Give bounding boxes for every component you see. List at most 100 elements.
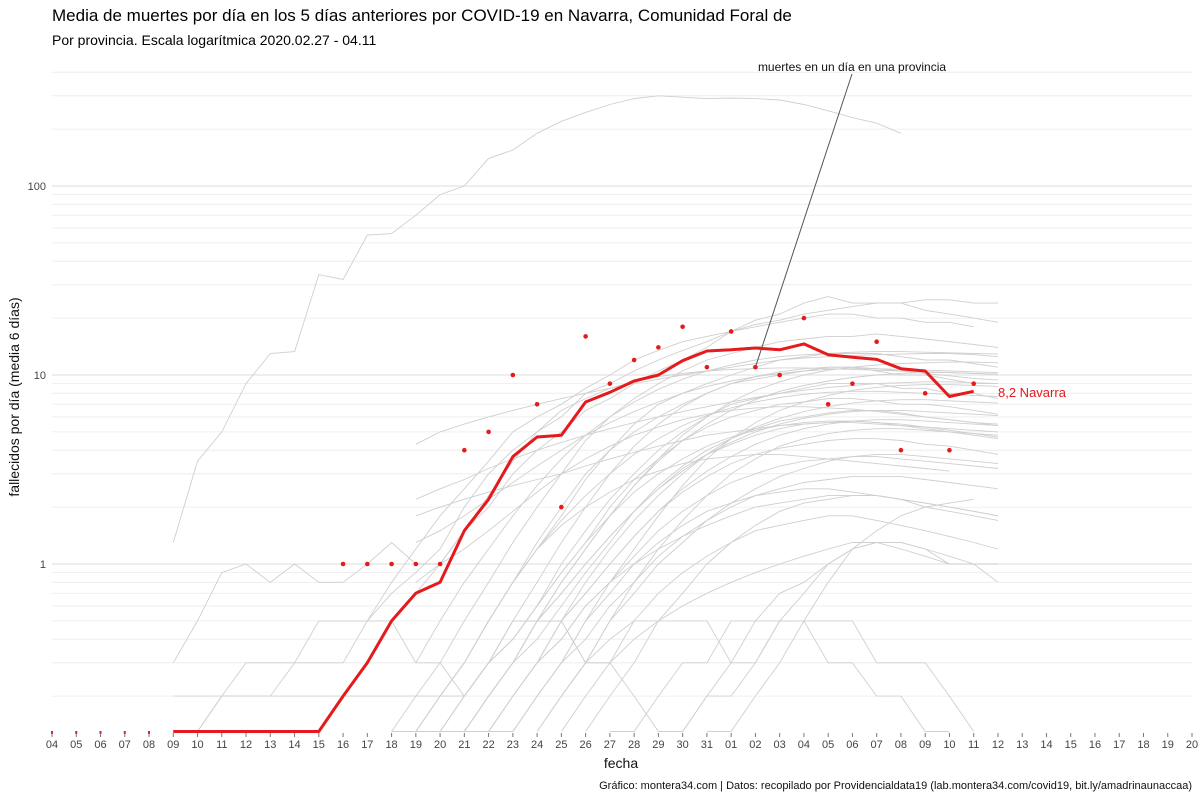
series-line (706, 498, 974, 732)
series-line (512, 488, 999, 732)
daily-points (340, 315, 977, 567)
x-tick-label: 18 (385, 739, 397, 751)
x-tick-label: 06 (94, 739, 106, 751)
x-tick-label: 18 (1137, 739, 1149, 751)
x-tick-label: 30 (677, 739, 689, 751)
x-tick-label: 09 (919, 739, 931, 751)
series-line (415, 351, 999, 664)
series-line (512, 419, 999, 697)
x-tick-label: 15 (313, 739, 325, 751)
x-tick-label: 01 (725, 739, 737, 751)
daily-point (365, 561, 370, 567)
x-tick-label: 19 (1162, 739, 1174, 751)
highlight-series (51, 342, 975, 734)
x-tick-label: 13 (1016, 739, 1028, 751)
daily-point (389, 561, 394, 567)
daily-point (777, 372, 782, 378)
x-tick-label: 12 (240, 739, 252, 751)
series-line (561, 453, 999, 697)
series-line (391, 542, 999, 732)
x-tick-label: 29 (652, 739, 664, 751)
daily-point (656, 345, 661, 350)
x-tick-label: 20 (434, 739, 446, 751)
series-line (172, 95, 902, 543)
series-line (173, 313, 974, 732)
daily-point (874, 339, 879, 345)
x-tick-label: 31 (701, 739, 713, 751)
x-tick-label: 17 (1113, 739, 1125, 751)
series-line (415, 383, 999, 732)
x-tick-label: 02 (749, 739, 761, 751)
series-line (463, 409, 999, 732)
x-tick-label: 15 (1065, 739, 1077, 751)
background-series (172, 95, 999, 732)
x-tick-label: 07 (871, 739, 883, 751)
annotation-line (754, 73, 853, 368)
series-line (536, 515, 999, 732)
series-line (172, 296, 999, 664)
x-axis-ticks: 04 05 06 07 08 09 10 11 12 13 14 15 16 17 18 19 20 21 22 23… (46, 733, 1198, 751)
x-tick-label: 09 (167, 739, 179, 751)
y-tick-label: 10 (34, 370, 46, 382)
series-line (536, 428, 999, 732)
annotation-text: muertes en un día en una provincia (758, 60, 946, 74)
daily-point (340, 561, 346, 567)
daily-point (510, 372, 516, 378)
x-tick-label: 26 (579, 739, 591, 751)
series-line (561, 542, 998, 732)
x-tick-label: 14 (288, 739, 300, 751)
x-tick-label: 10 (943, 739, 955, 751)
x-tick-label: 12 (992, 739, 1004, 751)
series-line (488, 456, 999, 732)
x-tick-label: 21 (458, 739, 470, 751)
x-tick-label: 05 (70, 739, 82, 751)
daily-point (922, 391, 928, 396)
daily-point (437, 561, 443, 567)
daily-point (534, 401, 540, 407)
series-line (391, 353, 999, 732)
series-line (342, 367, 999, 697)
x-tick-label: 23 (507, 739, 519, 751)
daily-point (728, 329, 734, 334)
series-line (440, 409, 999, 732)
daily-point (413, 561, 419, 567)
x-tick-label: 08 (895, 739, 907, 751)
x-tick-label: 13 (264, 739, 276, 751)
daily-point (971, 381, 977, 386)
daily-point (825, 401, 831, 407)
chart-subtitle: Por provincia. Escala logarítmica 2020.0… (52, 32, 376, 48)
chart-title: Media de muertes por día en los 5 días a… (52, 6, 792, 25)
x-tick-label: 04 (46, 739, 58, 751)
x-tick-label: 17 (361, 739, 373, 751)
highlight-series-line (173, 342, 975, 733)
daily-point (947, 447, 952, 453)
series-line (488, 372, 999, 697)
daily-point (898, 447, 904, 453)
x-tick-label: 20 (1186, 739, 1198, 751)
x-tick-label: 22 (482, 739, 494, 751)
series-line (391, 333, 999, 732)
daily-point (486, 429, 491, 435)
annotation: muertes en un día en una provincia (754, 60, 946, 368)
x-tick-label: 24 (531, 739, 543, 751)
caption: Gráfico: montera34.com | Datos: recopila… (599, 780, 1192, 792)
series-line (609, 542, 974, 732)
x-tick-label: 14 (1040, 739, 1052, 751)
series-line (658, 620, 975, 732)
y-tick-label: 100 (28, 181, 46, 193)
daily-point (583, 334, 588, 339)
highlight-series-label: 8,2 Navarra (998, 385, 1067, 400)
series-line (439, 390, 999, 697)
series-line (439, 366, 999, 732)
daily-point (607, 381, 613, 386)
x-tick-label: 19 (410, 739, 422, 751)
y-axis-label: fallecidos por día (media 6 días) (6, 297, 22, 496)
x-tick-label: 25 (555, 739, 567, 751)
x-tick-label: 04 (798, 739, 810, 751)
daily-point (850, 381, 855, 386)
daily-point (801, 315, 807, 321)
daily-point (680, 324, 685, 330)
daily-point (462, 447, 467, 453)
x-tick-label: 06 (846, 739, 858, 751)
